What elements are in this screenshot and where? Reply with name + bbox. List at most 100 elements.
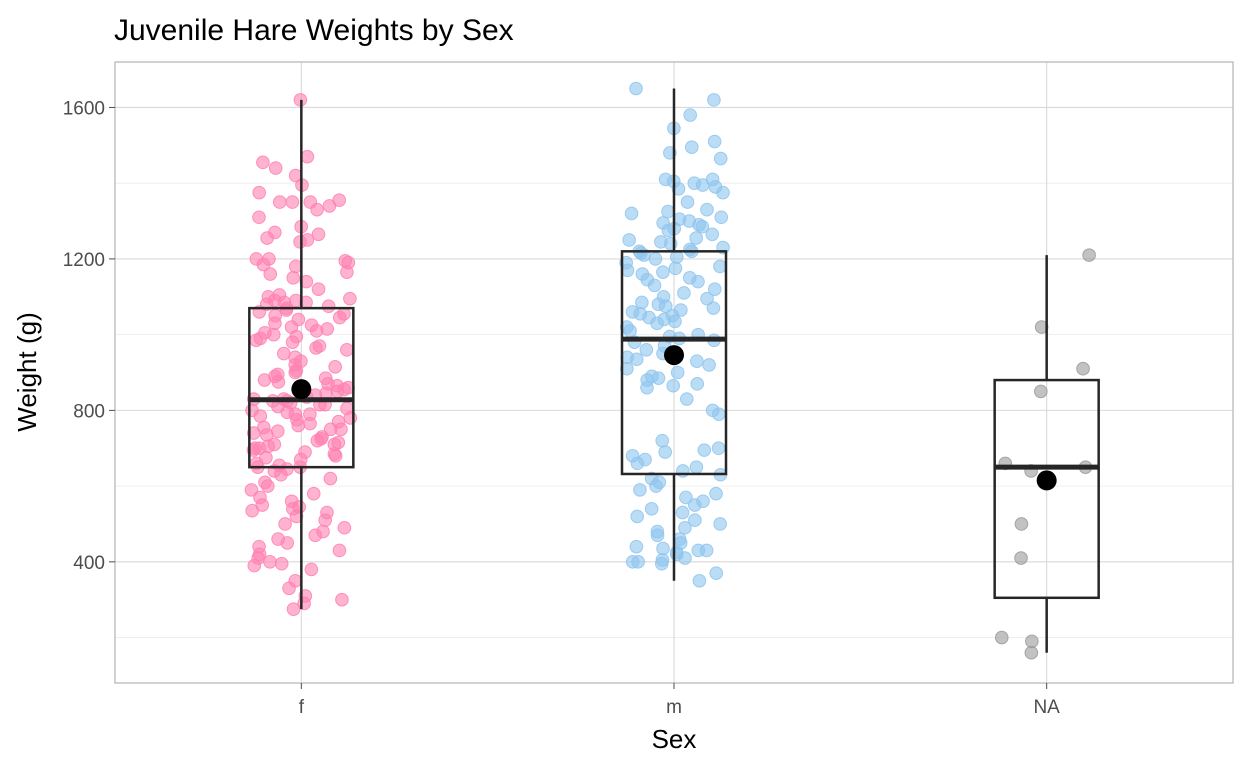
data-point-m <box>629 81 643 96</box>
data-point-f <box>322 199 337 213</box>
data-point-m <box>658 445 673 459</box>
data-point-f <box>288 365 303 380</box>
data-point-na <box>1014 517 1029 531</box>
data-point-f <box>323 471 338 486</box>
data-point-f <box>306 486 321 501</box>
mean-point-f <box>291 379 312 400</box>
data-point-m <box>630 509 644 524</box>
data-point-m <box>656 265 670 279</box>
data-point-na <box>1033 384 1048 399</box>
mean-point-m <box>664 345 684 366</box>
data-point-f <box>332 310 347 325</box>
data-point-m <box>671 182 686 196</box>
data-point-na <box>1082 248 1096 262</box>
x-axis-title: Sex <box>652 724 697 754</box>
box-iqr <box>620 250 728 476</box>
data-point-f <box>309 341 323 355</box>
data-point-na <box>1076 361 1090 376</box>
data-point-na <box>1025 634 1039 649</box>
data-point-f <box>330 384 345 399</box>
data-point-m <box>668 314 682 329</box>
data-point-na <box>994 630 1009 645</box>
data-point-na <box>1024 645 1039 660</box>
y-tick-label: 1200 <box>63 250 105 271</box>
data-point-m <box>678 551 692 565</box>
data-point-m <box>711 441 726 456</box>
data-point-f <box>340 265 354 279</box>
data-point-f <box>310 202 324 217</box>
data-point-m <box>629 352 644 367</box>
data-point-f <box>256 257 271 272</box>
y-axis-title: Weight (g) <box>12 312 42 431</box>
data-point-m <box>709 486 723 501</box>
data-point-f <box>260 231 274 245</box>
data-point-m <box>623 324 637 338</box>
x-axis-ticks: f m NA <box>299 683 1060 718</box>
data-point-f <box>328 360 342 374</box>
data-point-f <box>299 274 314 289</box>
data-point-f <box>285 195 300 209</box>
data-point-m <box>676 464 690 478</box>
data-point-f <box>318 513 333 527</box>
data-point-m <box>680 195 695 209</box>
data-point-f <box>343 291 357 306</box>
data-point-m <box>700 291 714 306</box>
data-point-f <box>252 185 266 200</box>
data-point-f <box>279 303 294 317</box>
data-point-f <box>246 426 261 440</box>
data-point-m <box>639 342 654 357</box>
data-point-m <box>687 498 702 512</box>
data-point-m <box>706 301 721 315</box>
data-point-m <box>678 520 692 535</box>
data-point-f <box>244 483 259 497</box>
data-point-f <box>252 210 266 225</box>
data-point-f <box>255 498 270 512</box>
data-point-f <box>337 520 352 535</box>
chart-title: Juvenile Hare Weights by Sex <box>114 14 514 47</box>
data-point-m <box>677 286 691 300</box>
data-point-m <box>649 479 663 493</box>
data-point-f <box>285 335 300 350</box>
mean-point-na <box>1036 470 1057 491</box>
data-point-f <box>321 299 336 314</box>
data-point-m <box>675 505 690 520</box>
data-point-f <box>263 267 278 281</box>
data-point-m <box>669 250 684 264</box>
x-tick-label: m <box>666 697 682 718</box>
y-tick-label: 1600 <box>63 98 105 119</box>
data-point-m <box>707 134 722 149</box>
y-axis-ticks: 400 800 1200 1600 <box>63 98 115 574</box>
data-point-m <box>656 541 670 556</box>
data-point-f <box>335 592 349 607</box>
data-point-f <box>274 467 288 482</box>
data-point-f <box>343 411 358 425</box>
data-point-m <box>702 358 716 372</box>
data-point-m <box>689 460 704 474</box>
data-point-m <box>691 274 705 289</box>
boxes-layer <box>248 88 1100 653</box>
data-point-m <box>707 282 722 296</box>
data-point-m <box>620 361 634 376</box>
data-point-m <box>661 204 675 219</box>
data-point-m <box>635 295 649 310</box>
data-point-m <box>700 202 714 217</box>
data-point-m <box>690 354 704 368</box>
data-point-f <box>271 375 286 389</box>
data-point-f <box>263 555 277 569</box>
data-point-f <box>277 346 291 361</box>
y-tick-label: 800 <box>73 401 105 422</box>
box-na <box>993 255 1100 653</box>
data-point-f <box>249 333 263 348</box>
data-point-f <box>310 433 325 448</box>
data-point-m <box>651 371 666 385</box>
data-point-f <box>293 235 307 249</box>
data-point-m <box>689 231 703 245</box>
data-point-m <box>650 316 664 331</box>
data-point-f <box>291 418 306 433</box>
data-point-m <box>668 261 683 276</box>
data-point-m <box>644 502 659 516</box>
data-point-f <box>268 316 282 331</box>
y-tick-label: 400 <box>73 553 105 574</box>
data-point-m <box>658 299 673 314</box>
box-f <box>248 99 355 610</box>
